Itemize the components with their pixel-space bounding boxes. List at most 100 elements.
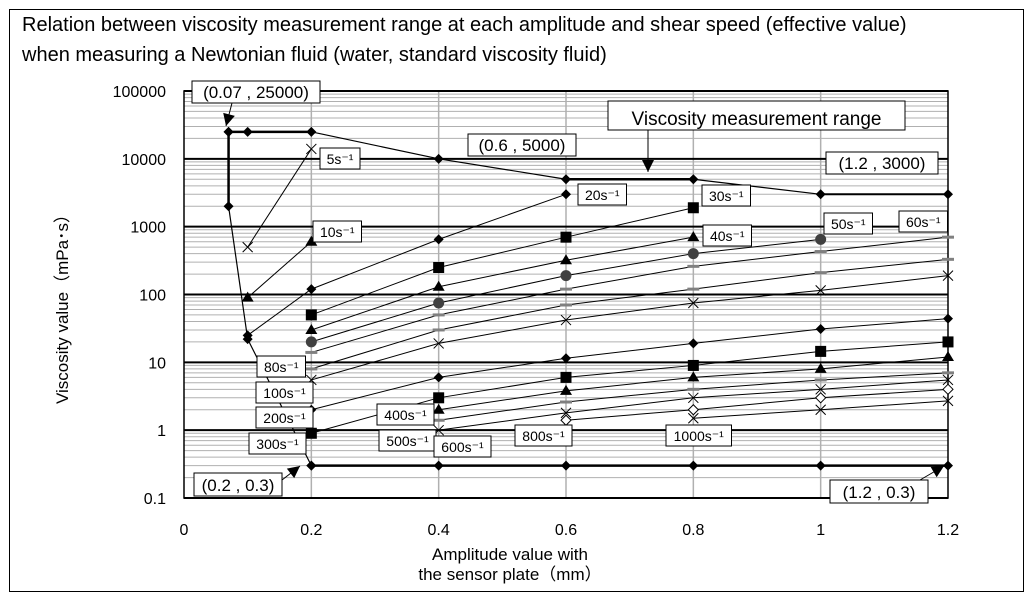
y-tick-label: 1: [157, 423, 166, 440]
x-marker: [687, 412, 699, 424]
diamond-marker: [688, 338, 699, 349]
x-tick-label: 0.2: [300, 522, 322, 539]
square-marker: [560, 231, 572, 243]
triangle-marker: [687, 231, 700, 242]
series-line: [311, 318, 949, 411]
diamond-marker: [815, 189, 826, 200]
x-marker: [942, 374, 954, 386]
annotation-box: [193, 472, 283, 497]
annotation-box: [467, 133, 577, 157]
diamond-marker: [561, 174, 571, 185]
x-marker: [942, 270, 954, 281]
series-5s: [242, 143, 317, 253]
diamond-marker: [223, 201, 234, 212]
square-marker: [942, 336, 954, 348]
x-axis-label-line-1: Amplitude value with: [432, 545, 588, 564]
x-marker: [433, 338, 445, 349]
triangle-marker: [814, 362, 827, 373]
series-10s: [241, 235, 318, 302]
annotation-label: (0.2 , 0.3): [202, 476, 275, 495]
series-400s: [432, 350, 954, 414]
square-marker: [433, 262, 445, 274]
triangle-marker: [305, 235, 318, 246]
series-40s: [305, 231, 700, 334]
x-marker: [815, 285, 827, 296]
diamond-marker: [815, 460, 826, 471]
y-tick-label: 1000: [130, 220, 166, 237]
series-line: [311, 236, 949, 353]
diamond-marker: [433, 372, 444, 383]
series-1000s: [687, 395, 954, 424]
series-60s: [305, 235, 954, 354]
series-label-box: [256, 355, 306, 378]
series-label: 50s⁻¹: [831, 216, 866, 232]
arrow-head-icon: [286, 466, 300, 479]
square-marker: [687, 202, 699, 214]
series-label: 40s⁻¹: [710, 228, 745, 244]
diamond-marker: [561, 460, 571, 471]
chart-title-line-1: Relation between viscosity measurement r…: [22, 14, 907, 36]
series-100s: [305, 270, 954, 386]
series-label: 5s⁻¹: [327, 151, 354, 167]
x-marker: [687, 392, 699, 404]
series-label: 400s⁻¹: [384, 407, 427, 423]
x-tick-label: 1.2: [937, 522, 959, 539]
series-200s: [306, 313, 953, 415]
x-tick-label: 0: [180, 522, 189, 539]
series-label-box: [701, 184, 751, 207]
series-label-box: [255, 406, 314, 429]
plot-area-border: [183, 90, 949, 499]
series-label-box: [255, 381, 314, 404]
diamond-marker: [223, 126, 234, 137]
series-label: 80s⁻¹: [264, 359, 299, 375]
series-label-box: [665, 424, 732, 447]
square-marker: [815, 345, 827, 357]
series-line: [247, 148, 312, 248]
series-label: 100s⁻¹: [263, 385, 306, 401]
series-label: 600s⁻¹: [441, 439, 484, 455]
series-80s: [305, 257, 954, 371]
square-marker: [433, 392, 445, 404]
annotation-box: [825, 151, 939, 175]
triangle-marker: [942, 350, 954, 361]
annotation-label: (0.07 , 25000): [203, 83, 309, 102]
arrow-head-icon: [642, 160, 654, 172]
series-label-box: [376, 403, 435, 426]
series-label: 200s⁻¹: [263, 410, 306, 426]
series-line: [311, 258, 949, 370]
circle-marker: [560, 270, 572, 282]
annotation-box: [607, 100, 906, 131]
series-line: [311, 207, 694, 316]
square-marker: [305, 309, 317, 321]
series-label: 20s⁻¹: [585, 187, 620, 203]
circle-marker: [687, 248, 699, 260]
y-tick-label: 100: [139, 288, 166, 305]
circle-marker: [815, 233, 827, 245]
series-label: 60s⁻¹: [906, 214, 941, 230]
triangle-marker: [432, 280, 445, 291]
annotation-label: Viscosity measurement range: [632, 109, 882, 130]
series-label-box: [702, 224, 752, 247]
diamond-marker: [943, 189, 953, 200]
arrow-head-icon: [930, 466, 944, 478]
diamond-marker: [306, 126, 317, 137]
x-tick-label: 1: [816, 522, 825, 539]
y-tick-label: 10000: [122, 152, 167, 169]
series-label-box: [312, 220, 362, 243]
x-tick-label: 0.6: [555, 522, 577, 539]
series-label-box: [319, 147, 361, 170]
series-label-box: [898, 210, 948, 233]
x-marker: [560, 407, 572, 419]
diamond-marker: [688, 460, 699, 471]
chart-frame: [9, 9, 1024, 592]
x-tick-label: 0.4: [428, 522, 450, 539]
triangle-marker: [687, 371, 700, 382]
open-diamond-marker: [687, 404, 700, 416]
annotation-box: [829, 479, 929, 504]
y-tick-label: 100000: [113, 84, 166, 101]
triangle-marker: [432, 403, 445, 414]
series-line: [565, 388, 949, 421]
series-label: 300s⁻¹: [256, 436, 299, 452]
x-marker: [242, 241, 254, 253]
triangle-marker: [560, 254, 572, 265]
